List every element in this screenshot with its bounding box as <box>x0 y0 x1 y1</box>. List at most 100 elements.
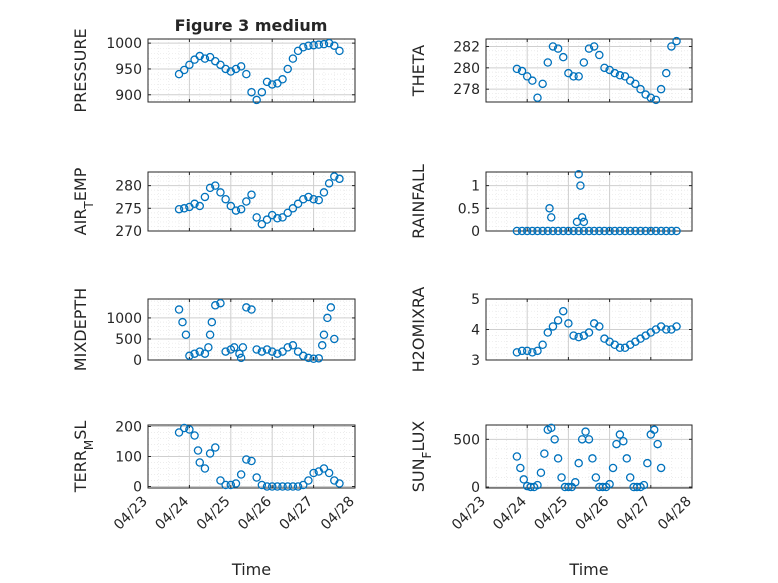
y-axis-label: AIRTEMP <box>71 167 96 235</box>
data-point <box>605 226 614 236</box>
data-point <box>577 213 587 222</box>
y-tick-label: 275 <box>115 201 142 217</box>
data-point <box>298 43 308 52</box>
data-point <box>557 473 566 482</box>
data-point <box>174 69 184 79</box>
data-point <box>335 174 344 184</box>
data-point <box>236 204 246 214</box>
data-point <box>615 71 625 80</box>
data-point <box>528 348 537 357</box>
data-point <box>319 39 329 49</box>
data-point <box>564 482 573 492</box>
data-point <box>605 479 614 489</box>
data-point <box>204 343 213 352</box>
data-point <box>536 468 546 477</box>
data-point <box>319 464 329 473</box>
data-point <box>646 93 656 102</box>
subplot-rainfall: 0 0.5 1 RAINFALL <box>409 164 693 240</box>
y-axis-label: SUNFLUX <box>409 421 434 493</box>
axes-frame <box>485 38 693 103</box>
data-point <box>231 64 241 74</box>
data-point <box>559 52 568 62</box>
data-point <box>595 226 604 236</box>
data-point <box>236 62 246 71</box>
data-point <box>174 428 184 437</box>
data-point <box>533 226 542 236</box>
data-point <box>620 226 630 236</box>
data-point <box>553 316 563 325</box>
data-point <box>571 478 580 487</box>
data-point <box>200 54 210 63</box>
data-point <box>185 60 194 70</box>
data-point <box>622 454 632 463</box>
data-point <box>528 76 537 85</box>
data-point <box>559 226 568 236</box>
data-point <box>522 72 532 81</box>
subplot-pressure: 900 950 1000 PRESSURE <box>71 28 356 113</box>
y-axis-label: MIXDEPTH <box>71 288 90 371</box>
data-point <box>309 194 318 204</box>
data-point <box>185 425 194 434</box>
data-point <box>579 58 589 67</box>
y-tick-label: 0 <box>471 480 480 496</box>
data-point <box>221 194 230 204</box>
data-point <box>257 87 267 97</box>
data-point <box>193 446 203 455</box>
data-point <box>200 464 210 473</box>
data-point <box>252 95 261 105</box>
data-point <box>211 443 220 452</box>
data-point <box>517 226 527 236</box>
subplot-theta: 278 280 282 THETA <box>409 36 693 105</box>
data-point <box>517 66 527 76</box>
data-point <box>190 431 199 440</box>
data-point <box>304 41 313 50</box>
data-point <box>600 226 609 236</box>
data-point <box>651 226 661 236</box>
data-point <box>662 226 671 236</box>
data-point <box>229 343 239 352</box>
data-point <box>631 79 640 89</box>
data-point <box>205 330 215 340</box>
data-point <box>181 330 191 340</box>
data-point <box>546 423 556 433</box>
data-point <box>231 206 241 215</box>
data-point <box>619 436 628 446</box>
data-point <box>667 226 676 236</box>
data-point <box>543 328 553 337</box>
data-point <box>174 204 184 214</box>
data-point <box>262 482 272 491</box>
data-point <box>236 470 246 479</box>
figure-title: Figure 3 medium <box>175 16 328 35</box>
y-tick-label: 0 <box>471 224 480 240</box>
data-point <box>195 347 204 356</box>
data-point <box>190 349 199 358</box>
y-tick-label: 1000 <box>106 311 142 327</box>
data-point <box>620 72 630 81</box>
data-point <box>205 183 215 193</box>
data-point <box>216 476 225 485</box>
data-point <box>242 69 251 79</box>
data-point <box>273 482 282 491</box>
data-point <box>190 199 199 209</box>
data-point <box>564 226 573 236</box>
data-point <box>262 345 272 354</box>
data-point <box>667 42 676 51</box>
data-point <box>211 301 220 310</box>
subplot-air-temp: 270 275 280 AIRTEMP <box>71 167 356 240</box>
data-point <box>636 226 645 236</box>
data-point <box>662 325 671 334</box>
data-point <box>335 479 344 488</box>
subplot-mixdepth: 0 500 1000 MIXDEPTH <box>71 288 356 371</box>
data-point <box>221 480 230 490</box>
data-point <box>522 226 532 236</box>
data-point <box>283 482 292 491</box>
data-point <box>226 67 236 76</box>
data-point <box>615 430 625 439</box>
axes-frame <box>147 38 356 103</box>
data-point <box>293 347 303 356</box>
data-point <box>278 213 287 222</box>
y-tick-label: 1 <box>471 179 480 195</box>
data-point <box>516 463 525 473</box>
data-point <box>309 40 318 50</box>
data-point <box>553 44 563 53</box>
